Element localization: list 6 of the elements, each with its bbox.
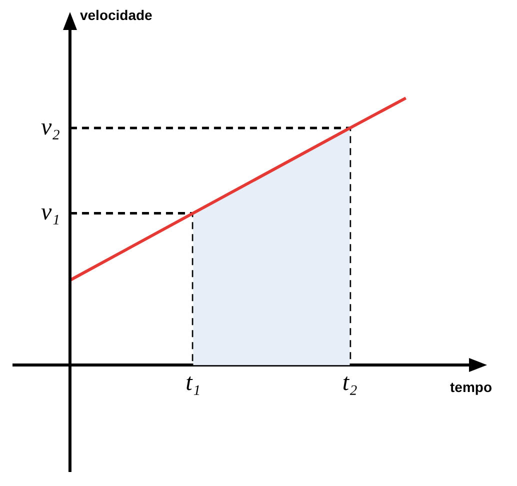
x-tick-label: t₂ [342, 370, 358, 396]
x-tick-label: t₁ [186, 370, 201, 396]
x-axis-title: tempo [450, 379, 492, 396]
annotation: v₁ [40, 200, 60, 226]
annotation: v₂ [40, 114, 60, 140]
text: velocidade [80, 6, 153, 23]
